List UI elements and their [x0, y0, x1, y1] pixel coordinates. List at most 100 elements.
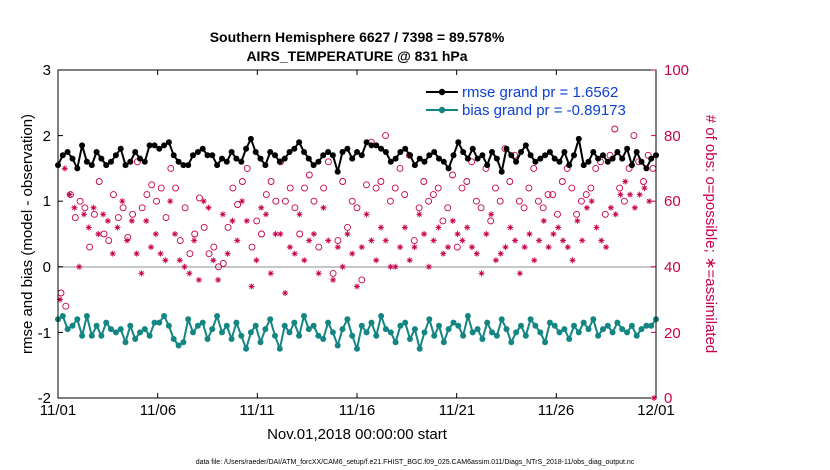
obs-possible-point: [525, 184, 533, 192]
rmse-point: [151, 142, 158, 149]
legend-bias-label: bias grand pr = -0.89173: [462, 102, 626, 119]
obs-possible-point: [515, 197, 523, 205]
rmse-point: [238, 158, 245, 165]
bias-point: [566, 336, 573, 342]
rmse-point: [247, 135, 254, 142]
rmse-point: [426, 152, 433, 159]
obs-possible-point: [530, 164, 538, 172]
obs-possible-point: [76, 197, 84, 205]
rmse-point: [281, 155, 288, 162]
obs-assimilated-point: [454, 231, 461, 237]
rmse-point: [161, 142, 168, 149]
rmse-point: [585, 158, 592, 165]
obs-possible-point: [248, 243, 256, 251]
obs-assimilated-point: [90, 204, 97, 211]
bias-point: [580, 319, 587, 326]
obs-possible-point: [229, 184, 237, 192]
rmse-point: [204, 152, 211, 159]
obs-assimilated-point: [521, 244, 528, 251]
obs-assimilated-point: [219, 211, 226, 218]
legend: rmse grand pr = 1.6562 bias grand pr = -…: [418, 79, 652, 119]
bias-series: [55, 313, 659, 352]
bias-point: [344, 316, 351, 323]
rmse-point: [518, 149, 524, 155]
obs-possible-point: [339, 178, 347, 185]
obs-possible-point: [138, 204, 146, 212]
obs-assimilated-point: [373, 257, 380, 264]
obs-possible-point: [348, 197, 356, 205]
obs-possible-point: [129, 210, 137, 218]
bias-point: [464, 313, 471, 319]
obs-possible-point: [620, 197, 628, 205]
obs-assimilated-point: [239, 198, 246, 205]
obs-possible-point: [477, 204, 485, 212]
obs-assimilated-point: [435, 224, 442, 231]
rmse-point: [633, 149, 640, 155]
bias-point: [532, 322, 539, 329]
rmse-point: [64, 149, 71, 155]
obs-possible-point: [90, 210, 98, 218]
rmse-point: [397, 149, 404, 155]
obs-assimilated-point: [80, 211, 87, 218]
rmse-point: [440, 158, 447, 165]
obs-assimilated-point: [607, 204, 614, 211]
rmse-point: [267, 149, 274, 155]
obs-possible-point: [539, 204, 547, 212]
obs-possible-point: [587, 184, 595, 192]
obs-assimilated-point: [416, 211, 423, 218]
rmse-point: [421, 158, 428, 165]
bias-point: [301, 313, 307, 319]
rmse-point: [503, 145, 510, 152]
bias-point: [416, 345, 423, 352]
obs-assimilated-point: [574, 217, 581, 224]
obs-possible-point: [186, 250, 194, 258]
obs-assimilated-point: [464, 224, 471, 231]
bias-point: [228, 336, 235, 342]
y-tick-label: 1: [43, 193, 51, 210]
obs-assimilated-point: [66, 191, 73, 198]
obs-assimilated-point: [603, 244, 610, 251]
rmse-point: [127, 158, 134, 165]
rmse-point: [407, 152, 413, 159]
rmse-point: [464, 155, 471, 162]
obs-possible-point: [640, 178, 647, 185]
obs-possible-point: [195, 194, 203, 202]
obs-assimilated-point: [536, 237, 543, 244]
obs-assimilated-point: [406, 257, 413, 264]
obs-possible-point: [253, 217, 261, 225]
bias-point: [108, 326, 114, 333]
bias-point: [247, 329, 254, 336]
rmse-point: [69, 155, 76, 162]
rmse-point: [93, 149, 100, 155]
obs-assimilated-point: [488, 211, 495, 218]
obs-possible-point: [324, 158, 332, 166]
rmse-point: [513, 158, 520, 165]
bias-point: [628, 322, 635, 329]
obs-assimilated-point: [143, 217, 150, 224]
rmse-point: [624, 145, 631, 152]
obs-assimilated-point: [507, 224, 514, 231]
rmse-point: [190, 152, 196, 159]
bias-point: [590, 316, 597, 323]
bias-point: [648, 322, 655, 329]
x-axis-label: Nov.01,2018 00:00:00 start: [267, 426, 448, 443]
rmse-point: [59, 152, 66, 159]
rmse-point: [194, 149, 201, 155]
obs-possible-point: [81, 204, 89, 212]
x-tick-label: 11/21: [439, 402, 475, 419]
bias-point: [276, 345, 283, 352]
bias-point: [252, 322, 259, 329]
bias-point: [638, 326, 645, 333]
obs-possible-point: [258, 230, 265, 238]
obs-assimilated-point: [559, 237, 566, 244]
bias-point: [474, 326, 481, 333]
obs-assimilated-point: [310, 231, 317, 237]
rmse-point: [431, 149, 438, 155]
obs-assimilated-point: [344, 231, 351, 237]
bias-point: [373, 332, 380, 339]
rmse-point: [474, 155, 481, 162]
bias-point: [619, 326, 626, 333]
bias-point: [575, 329, 582, 336]
obs-assimilated-point: [95, 231, 102, 237]
rmse-point: [170, 152, 177, 159]
